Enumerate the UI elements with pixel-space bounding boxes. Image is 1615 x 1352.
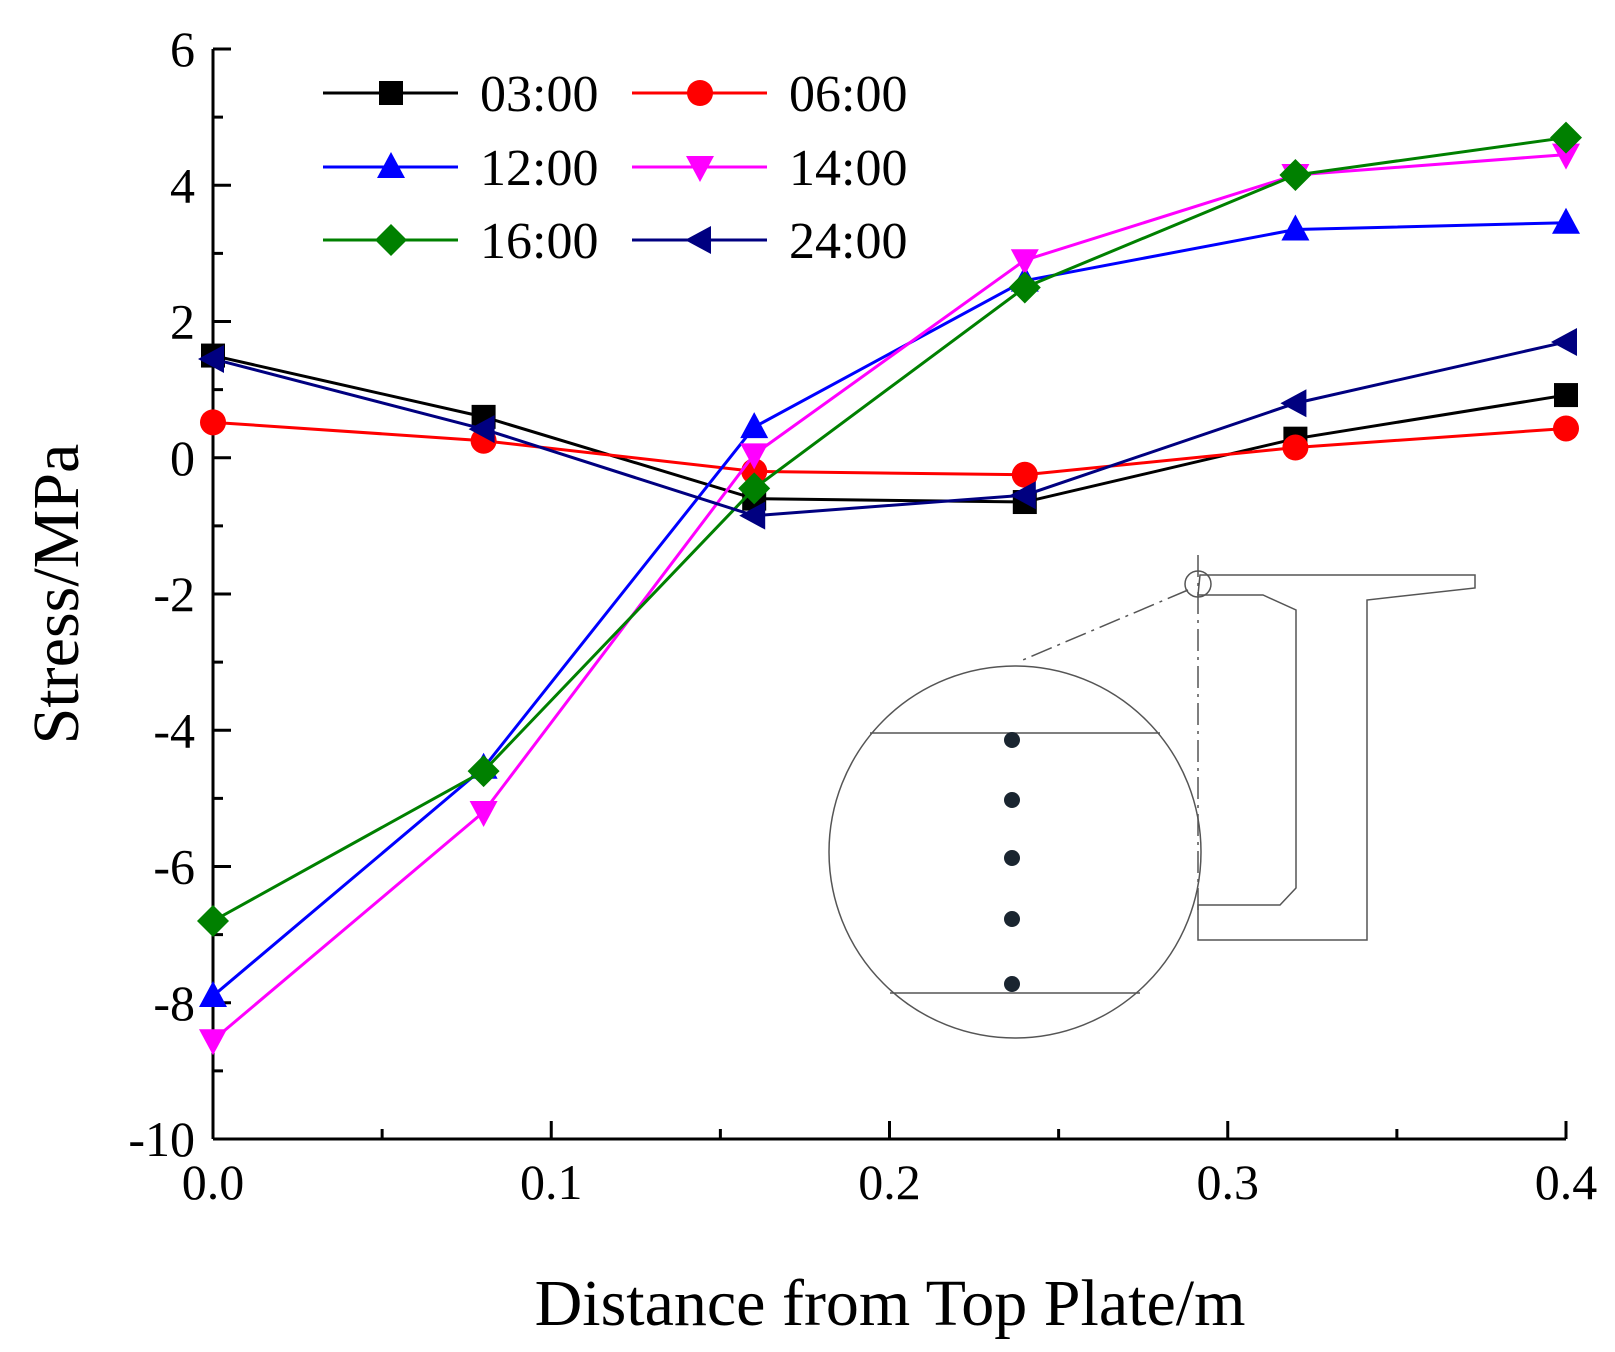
data-point <box>1551 327 1577 356</box>
y-tick-label: -2 <box>153 566 195 622</box>
detail-marker-circle <box>1184 570 1212 598</box>
data-point <box>1280 389 1307 418</box>
data-point <box>740 443 769 470</box>
legend-label: 24:00 <box>789 213 907 270</box>
y-tick-label: -8 <box>153 975 195 1031</box>
legend-label: 06:00 <box>789 66 907 123</box>
measurement-point <box>1004 792 1020 808</box>
measurement-point <box>1004 976 1020 992</box>
data-point <box>1009 481 1036 510</box>
y-tick-label: -4 <box>153 702 195 758</box>
data-point <box>199 1029 227 1056</box>
tick-labels: 0.0 0.1 0.2 0.3 0.4 -10 -8 -6 -4 -2 0 2 4 6 <box>128 21 1597 1210</box>
measurement-points <box>1004 732 1020 992</box>
x-tick-label: 0.1 <box>520 1154 583 1210</box>
magnifier-circle <box>828 665 1202 1039</box>
series-line <box>212 136 1567 923</box>
measurement-point <box>1004 732 1020 748</box>
data-point <box>468 415 495 444</box>
data-point <box>738 472 771 505</box>
series-line <box>212 340 1567 518</box>
series-line <box>212 221 1567 998</box>
series-16:00 <box>197 121 1582 937</box>
cross-section-inset-diagram <box>828 555 1476 1039</box>
legend-marker <box>687 80 713 106</box>
measurement-point <box>1004 850 1020 866</box>
data-point <box>199 980 227 1007</box>
data-point <box>1282 434 1309 461</box>
legend-item: 06:00 <box>632 66 907 123</box>
y-tick-label: 6 <box>170 21 195 77</box>
data-point <box>1552 143 1580 170</box>
x-tick-label: 0.3 <box>1197 1154 1260 1210</box>
x-axis-title: Distance from Top Plate/m <box>535 1267 1246 1340</box>
y-axis-title: Stress/MPa <box>20 444 93 745</box>
data-point <box>1010 249 1039 276</box>
data-point <box>1008 271 1041 304</box>
series-03:00 <box>201 343 1578 515</box>
series-24:00 <box>198 327 1577 530</box>
legend-label: 12:00 <box>480 140 598 197</box>
legend-label: 14:00 <box>789 140 907 197</box>
legend-item: 16:00 <box>323 213 598 270</box>
legend-label: 03:00 <box>480 66 598 123</box>
series-12:00 <box>199 207 1580 1007</box>
legend-item: 03:00 <box>323 66 598 123</box>
series-layer <box>197 121 1582 1056</box>
series-line <box>212 153 1567 1042</box>
y-tick-label: -10 <box>128 1111 195 1167</box>
data-point <box>467 755 500 788</box>
data-point <box>198 344 224 373</box>
legend: 03:00 06:00 12:00 14:00 16:00 24:00 <box>323 66 907 270</box>
data-point <box>1279 159 1312 192</box>
ticks <box>211 47 1568 1141</box>
magnifier-leader-line <box>1017 589 1189 663</box>
y-tick-label: 4 <box>170 157 195 213</box>
data-point <box>739 501 766 530</box>
legend-marker <box>375 224 407 256</box>
data-point <box>1554 383 1578 408</box>
series-06:00 <box>200 409 1579 488</box>
data-point <box>1011 461 1038 488</box>
x-tick-label: 0.2 <box>858 1154 921 1210</box>
x-tick-label: 0.0 <box>182 1154 245 1210</box>
y-tick-label: 0 <box>170 430 195 486</box>
data-point <box>1553 415 1579 442</box>
legend-item: 14:00 <box>632 140 907 197</box>
legend-label: 16:00 <box>480 213 598 270</box>
measurement-point <box>1004 911 1020 927</box>
legend-marker <box>377 152 405 178</box>
girder-outline <box>1197 574 1476 941</box>
legend-item: 24:00 <box>632 213 907 270</box>
data-point <box>1552 207 1580 234</box>
data-point <box>197 905 229 937</box>
legend-marker <box>685 226 711 254</box>
legend-marker <box>686 156 714 182</box>
legend-marker <box>379 81 403 105</box>
data-point <box>1550 121 1582 154</box>
series-line <box>212 354 1567 504</box>
y-tick-label: -6 <box>153 839 195 895</box>
series-line <box>212 420 1567 477</box>
legend-item: 12:00 <box>323 140 598 197</box>
data-point <box>469 801 498 827</box>
data-point <box>200 409 226 436</box>
y-tick-label: 2 <box>170 294 195 350</box>
data-point <box>740 412 769 439</box>
data-point <box>1281 214 1310 241</box>
x-tick-label: 0.4 <box>1535 1154 1598 1210</box>
